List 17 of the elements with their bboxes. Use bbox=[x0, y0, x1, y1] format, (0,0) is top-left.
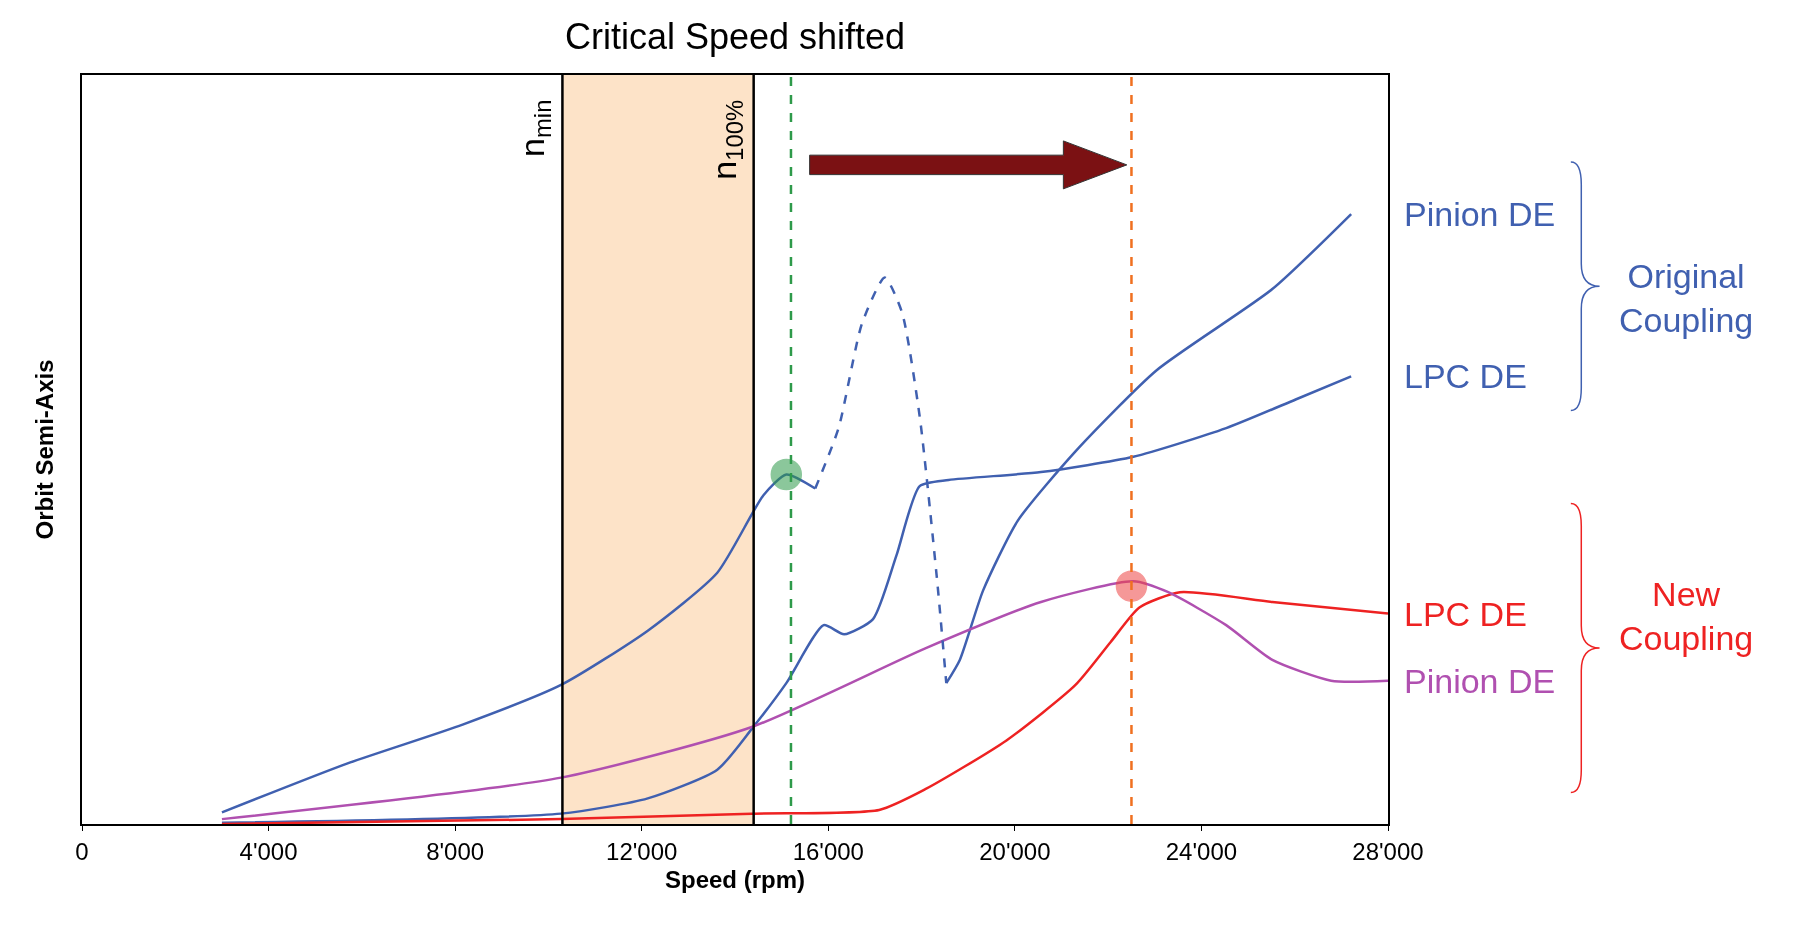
series-label: Pinion DE bbox=[1404, 195, 1556, 233]
series-label: LPC DE bbox=[1404, 595, 1527, 633]
x-axis-title: Speed (rpm) bbox=[664, 866, 806, 894]
x-tick-label: 4'000 bbox=[239, 837, 298, 865]
series-label: LPC DE bbox=[1404, 357, 1527, 395]
x-tick-label: 28'000 bbox=[1352, 837, 1424, 865]
x-tick-label: 16'000 bbox=[792, 837, 864, 865]
y-axis-title: Orbit Semi-Axis bbox=[30, 359, 58, 540]
text: Original Coupling bbox=[1619, 257, 1754, 340]
text: New Coupling bbox=[1619, 575, 1754, 658]
x-tick-label: 24'000 bbox=[1165, 837, 1238, 865]
x-tick-label: 12'000 bbox=[606, 837, 678, 865]
chart-title: Critical Speed shifted bbox=[564, 15, 906, 57]
x-tick-label: 20'000 bbox=[979, 837, 1051, 865]
series-label: Pinion DE bbox=[1404, 662, 1556, 700]
x-tick-label: 8'000 bbox=[426, 837, 485, 865]
x-tick-label: 0 bbox=[75, 837, 89, 865]
